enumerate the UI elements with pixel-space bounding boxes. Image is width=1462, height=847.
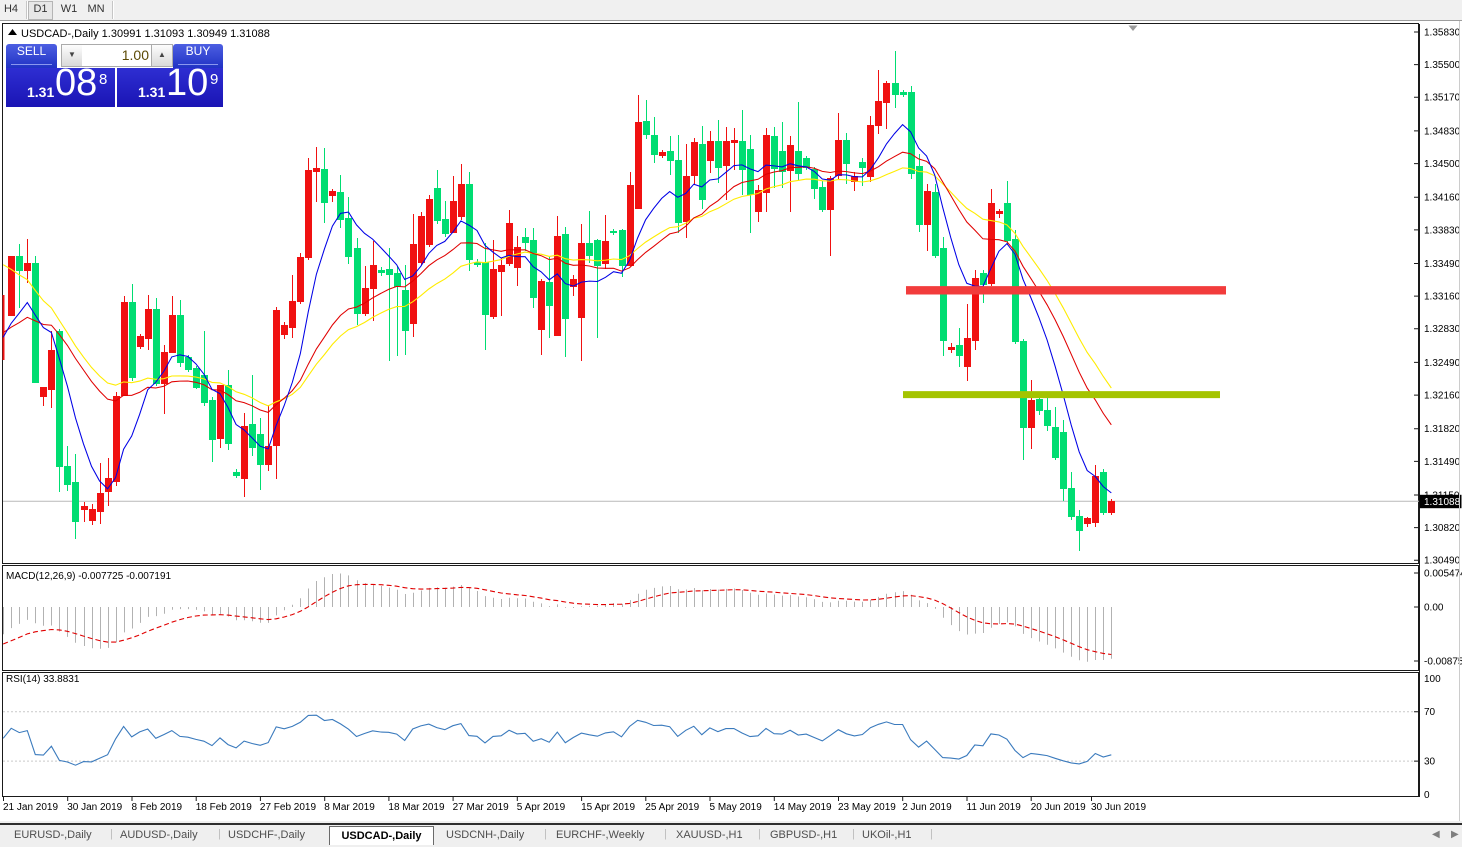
svg-text:15 Apr 2019: 15 Apr 2019 xyxy=(581,802,635,813)
svg-text:21 Jan 2019: 21 Jan 2019 xyxy=(3,802,58,813)
svg-text:30 Jun 2019: 30 Jun 2019 xyxy=(1091,802,1146,813)
svg-text:1.33830: 1.33830 xyxy=(1424,225,1461,236)
svg-text:1.33490: 1.33490 xyxy=(1424,259,1461,270)
svg-text:1.34500: 1.34500 xyxy=(1424,159,1461,170)
svg-text:8 Feb 2019: 8 Feb 2019 xyxy=(132,802,183,813)
svg-text:27 Mar 2019: 27 Mar 2019 xyxy=(453,802,510,813)
svg-text:30 Jan 2019: 30 Jan 2019 xyxy=(67,802,122,813)
svg-text:70: 70 xyxy=(1424,707,1436,718)
svg-text:18 Mar 2019: 18 Mar 2019 xyxy=(388,802,445,813)
svg-text:30: 30 xyxy=(1424,757,1436,768)
svg-text:8 Mar 2019: 8 Mar 2019 xyxy=(324,802,375,813)
svg-text:20 Jun 2019: 20 Jun 2019 xyxy=(1031,802,1086,813)
svg-text:1.31820: 1.31820 xyxy=(1424,424,1461,435)
svg-text:1.32490: 1.32490 xyxy=(1424,358,1461,369)
svg-text:1.30490: 1.30490 xyxy=(1424,556,1461,567)
svg-text:14 May 2019: 14 May 2019 xyxy=(774,802,832,813)
svg-text:-0.008752: -0.008752 xyxy=(1424,656,1462,667)
svg-text:0.005474: 0.005474 xyxy=(1424,568,1462,579)
svg-text:1.32160: 1.32160 xyxy=(1424,391,1461,402)
svg-text:0: 0 xyxy=(1424,790,1430,801)
svg-text:2 Jun 2019: 2 Jun 2019 xyxy=(902,802,952,813)
svg-text:5 May 2019: 5 May 2019 xyxy=(710,802,763,813)
svg-text:USDCAD-,Daily 1.30991 1.31093: USDCAD-,Daily 1.30991 1.31093 1.30949 1.… xyxy=(21,28,270,40)
svg-text:27 Feb 2019: 27 Feb 2019 xyxy=(260,802,317,813)
svg-text:1.35170: 1.35170 xyxy=(1424,93,1461,104)
svg-text:1.32830: 1.32830 xyxy=(1424,324,1461,335)
svg-text:0.00: 0.00 xyxy=(1424,602,1444,613)
svg-text:5 Apr 2019: 5 Apr 2019 xyxy=(517,802,566,813)
svg-text:RSI(14) 33.8831: RSI(14) 33.8831 xyxy=(6,674,80,685)
svg-text:1.35500: 1.35500 xyxy=(1424,60,1461,71)
svg-text:1.31490: 1.31490 xyxy=(1424,457,1461,468)
svg-text:1.34160: 1.34160 xyxy=(1424,193,1461,204)
svg-text:100: 100 xyxy=(1424,674,1441,685)
svg-text:25 Apr 2019: 25 Apr 2019 xyxy=(645,802,699,813)
svg-text:18 Feb 2019: 18 Feb 2019 xyxy=(196,802,253,813)
svg-text:1.33160: 1.33160 xyxy=(1424,292,1461,303)
svg-text:MACD(12,26,9) -0.007725 -0.007: MACD(12,26,9) -0.007725 -0.007191 xyxy=(6,571,172,582)
svg-text:1.30820: 1.30820 xyxy=(1424,523,1461,534)
svg-text:1.34830: 1.34830 xyxy=(1424,126,1461,137)
svg-text:23 May 2019: 23 May 2019 xyxy=(838,802,896,813)
svg-text:1.31088: 1.31088 xyxy=(1424,497,1461,508)
svg-text:11 Jun 2019: 11 Jun 2019 xyxy=(967,802,1022,813)
svg-text:1.35830: 1.35830 xyxy=(1424,27,1461,38)
